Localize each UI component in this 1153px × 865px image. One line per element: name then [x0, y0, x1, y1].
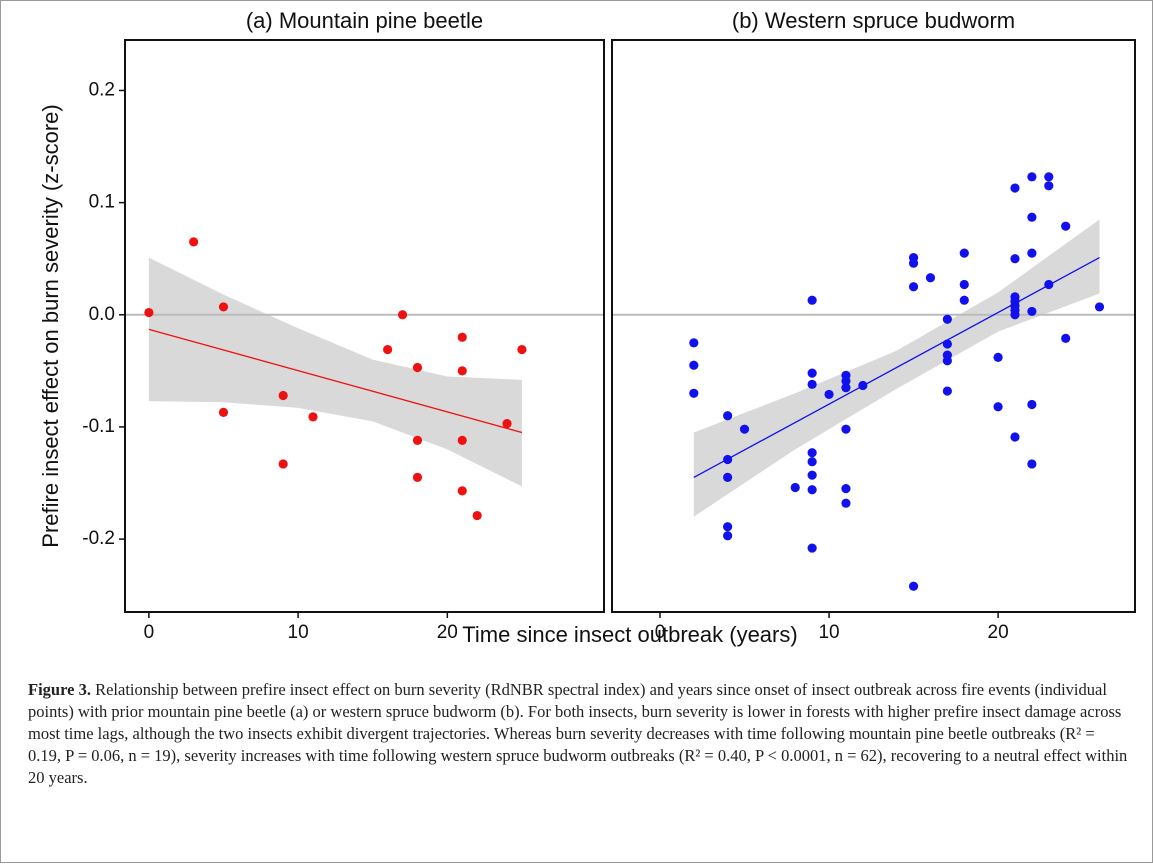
fit-line: [693, 257, 1100, 478]
data-point: [841, 376, 851, 386]
data-point: [841, 424, 851, 434]
data-point: [993, 402, 1003, 412]
data-point: [412, 435, 423, 445]
panel-title: (b) Western spruce budworm: [732, 8, 1015, 33]
x-axis-label: Time since insect outbreak (years): [462, 622, 797, 647]
panel-title: (a) Mountain pine beetle: [246, 8, 483, 33]
data-point: [908, 581, 919, 591]
data-point: [517, 344, 527, 355]
data-point: [412, 472, 423, 483]
y-tick-label: -0.1: [82, 416, 115, 437]
data-point: [412, 362, 423, 373]
data-point: [1027, 172, 1037, 182]
data-point: [1010, 310, 1020, 320]
data-point: [689, 360, 699, 370]
y-tick-label: 0.2: [89, 79, 115, 100]
data-point: [993, 352, 1003, 363]
data-point: [1027, 248, 1037, 258]
data-point: [807, 457, 817, 467]
data-point: [457, 435, 467, 445]
plot-frame: [124, 39, 605, 613]
data-point: [807, 295, 817, 305]
data-point: [218, 302, 229, 312]
caption: Figure 3. Relationship between prefire i…: [28, 679, 1128, 789]
data-point: [689, 388, 699, 398]
data-point: [908, 282, 919, 292]
data-point: [841, 484, 851, 494]
data-point: [942, 314, 952, 324]
data-point: [457, 366, 467, 376]
data-point: [739, 424, 750, 434]
y-axis-label: Prefire insect effect on burn severity (…: [38, 104, 63, 547]
data-point: [502, 418, 512, 429]
data-point: [807, 543, 817, 553]
data-point: [723, 522, 733, 532]
data-point: [959, 295, 969, 305]
data-point: [218, 407, 229, 417]
data-point: [397, 310, 408, 320]
data-point: [1010, 183, 1020, 193]
y-tick-label: 0.0: [89, 304, 115, 325]
data-point: [1027, 459, 1037, 469]
data-point: [942, 386, 952, 396]
caption-text: Relationship between prefire insect effe…: [28, 680, 1128, 787]
data-point: [942, 356, 952, 366]
data-point: [278, 390, 288, 401]
data-point: [841, 498, 851, 508]
data-point: [1061, 221, 1071, 231]
data-point: [1044, 172, 1054, 182]
data-point: [807, 470, 817, 480]
data-point: [1061, 333, 1071, 343]
data-point: [689, 338, 699, 348]
data-point: [1027, 399, 1037, 410]
x-tick-label: 0: [144, 622, 155, 643]
data-point: [790, 482, 800, 493]
x-tick-label: 20: [988, 622, 1009, 643]
data-point: [457, 332, 467, 342]
data-point: [1027, 306, 1037, 317]
data-point: [723, 531, 733, 541]
data-point: [807, 485, 817, 495]
data-point: [1027, 212, 1037, 222]
x-tick-label: 10: [288, 622, 309, 643]
data-point: [824, 389, 834, 400]
data-point: [723, 472, 733, 483]
data-point: [807, 368, 817, 378]
data-point: [925, 273, 936, 283]
data-point: [308, 412, 318, 422]
data-point: [189, 237, 199, 247]
y-tick-label: 0.1: [89, 192, 115, 213]
data-point: [908, 258, 919, 268]
data-point: [1010, 254, 1020, 264]
data-point: [144, 307, 154, 318]
data-point: [278, 459, 288, 469]
x-tick-label: 10: [818, 622, 839, 643]
data-point: [383, 344, 393, 355]
caption-label: Figure 3.: [28, 680, 91, 699]
data-point: [807, 448, 817, 458]
x-tick-label: 20: [437, 622, 458, 643]
data-point: [959, 279, 969, 290]
data-point: [1044, 181, 1054, 191]
data-point: [1010, 432, 1020, 442]
y-tick-label: -0.2: [82, 528, 115, 549]
fit-line: [148, 328, 523, 434]
x-tick-label: 0: [655, 622, 666, 643]
data-point: [1094, 302, 1105, 312]
data-point: [841, 383, 851, 393]
data-point: [723, 411, 733, 421]
data-point: [959, 248, 969, 258]
data-point: [457, 486, 467, 496]
data-point: [807, 379, 817, 389]
data-point: [472, 510, 482, 521]
plot-frame: [611, 39, 1136, 613]
